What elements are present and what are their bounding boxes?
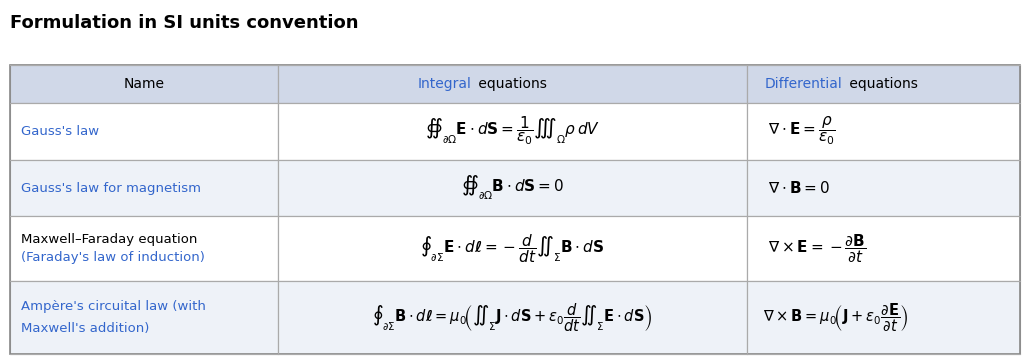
FancyBboxPatch shape <box>10 160 278 217</box>
Text: Gauss's law for magnetism: Gauss's law for magnetism <box>21 182 201 195</box>
Text: Name: Name <box>124 77 165 91</box>
FancyBboxPatch shape <box>10 103 278 160</box>
FancyBboxPatch shape <box>278 217 747 281</box>
FancyBboxPatch shape <box>278 281 747 354</box>
Text: Gauss's law: Gauss's law <box>21 125 99 138</box>
FancyBboxPatch shape <box>278 103 747 160</box>
FancyBboxPatch shape <box>747 65 1020 103</box>
FancyBboxPatch shape <box>10 217 278 281</box>
Text: equations: equations <box>846 77 918 91</box>
Text: $\oint_{\partial\Sigma} \mathbf{B} \cdot d\boldsymbol{\ell} = \mu_0 \!\left( \ii: $\oint_{\partial\Sigma} \mathbf{B} \cdot… <box>372 301 653 334</box>
Text: Maxwell–Faraday equation: Maxwell–Faraday equation <box>21 233 197 246</box>
FancyBboxPatch shape <box>747 281 1020 354</box>
Text: equations: equations <box>475 77 547 91</box>
FancyBboxPatch shape <box>747 103 1020 160</box>
Text: Maxwell's addition): Maxwell's addition) <box>21 322 149 335</box>
Text: Formulation in SI units convention: Formulation in SI units convention <box>10 14 358 32</box>
Text: $\oiint_{\partial\Omega} \mathbf{E} \cdot d\mathbf{S} = \dfrac{1}{\varepsilon_0}: $\oiint_{\partial\Omega} \mathbf{E} \cdo… <box>425 115 600 147</box>
FancyBboxPatch shape <box>278 160 747 217</box>
FancyBboxPatch shape <box>10 65 278 103</box>
Text: $\nabla \cdot \mathbf{E} = \dfrac{\rho}{\varepsilon_0}$: $\nabla \cdot \mathbf{E} = \dfrac{\rho}{… <box>767 115 835 147</box>
Text: Differential: Differential <box>764 77 843 91</box>
Text: Ampère's circuital law (with: Ampère's circuital law (with <box>21 300 205 313</box>
Text: Integral: Integral <box>417 77 472 91</box>
Text: $\nabla \cdot \mathbf{B} = 0$: $\nabla \cdot \mathbf{B} = 0$ <box>767 180 830 196</box>
FancyBboxPatch shape <box>747 160 1020 217</box>
FancyBboxPatch shape <box>747 217 1020 281</box>
Text: $\nabla \times \mathbf{B} = \mu_0 \!\left( \mathbf{J} + \varepsilon_0 \dfrac{\pa: $\nabla \times \mathbf{B} = \mu_0 \!\lef… <box>762 301 908 334</box>
Text: $\nabla \times \mathbf{E} = -\dfrac{\partial \mathbf{B}}{\partial t}$: $\nabla \times \mathbf{E} = -\dfrac{\par… <box>767 232 866 265</box>
Text: $\oiint_{\partial\Omega} \mathbf{B} \cdot d\mathbf{S} = 0$: $\oiint_{\partial\Omega} \mathbf{B} \cdo… <box>460 174 564 202</box>
Text: $\oint_{\partial\Sigma} \mathbf{E} \cdot d\boldsymbol{\ell} = -\dfrac{d}{dt} \ii: $\oint_{\partial\Sigma} \mathbf{E} \cdot… <box>420 232 605 265</box>
FancyBboxPatch shape <box>10 281 278 354</box>
Text: (Faraday's law of induction): (Faraday's law of induction) <box>21 251 205 264</box>
FancyBboxPatch shape <box>278 65 747 103</box>
